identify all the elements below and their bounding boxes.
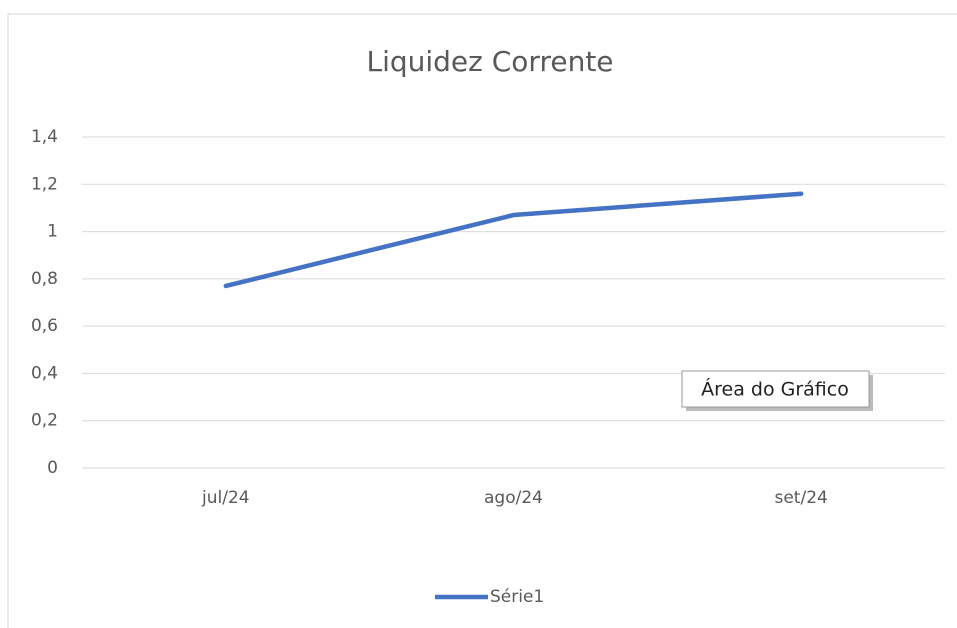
y-tick-label: 0,4 — [31, 363, 58, 383]
y-tick-label: 0,6 — [31, 316, 58, 336]
tooltip-box — [681, 370, 870, 408]
chart-title: Liquidez Corrente — [366, 45, 613, 78]
legend-label: Série1 — [490, 587, 544, 607]
x-tick-label: set/24 — [774, 488, 827, 508]
y-tick-label: 1,2 — [31, 174, 58, 194]
x-tick-label: ago/24 — [484, 488, 543, 508]
y-tick-label: 1 — [47, 222, 58, 242]
tooltip: Área do Gráfico — [681, 370, 873, 411]
y-tick-label: 1,4 — [31, 127, 58, 147]
tooltip-text: Área do Gráfico — [701, 378, 849, 401]
y-tick-label: 0,2 — [31, 411, 58, 431]
x-tick-label: jul/24 — [201, 488, 250, 508]
y-tick-label: 0 — [47, 458, 58, 478]
y-tick-label: 0,8 — [31, 269, 58, 289]
chart-area — [7, 13, 957, 628]
series-line — [223, 191, 804, 289]
